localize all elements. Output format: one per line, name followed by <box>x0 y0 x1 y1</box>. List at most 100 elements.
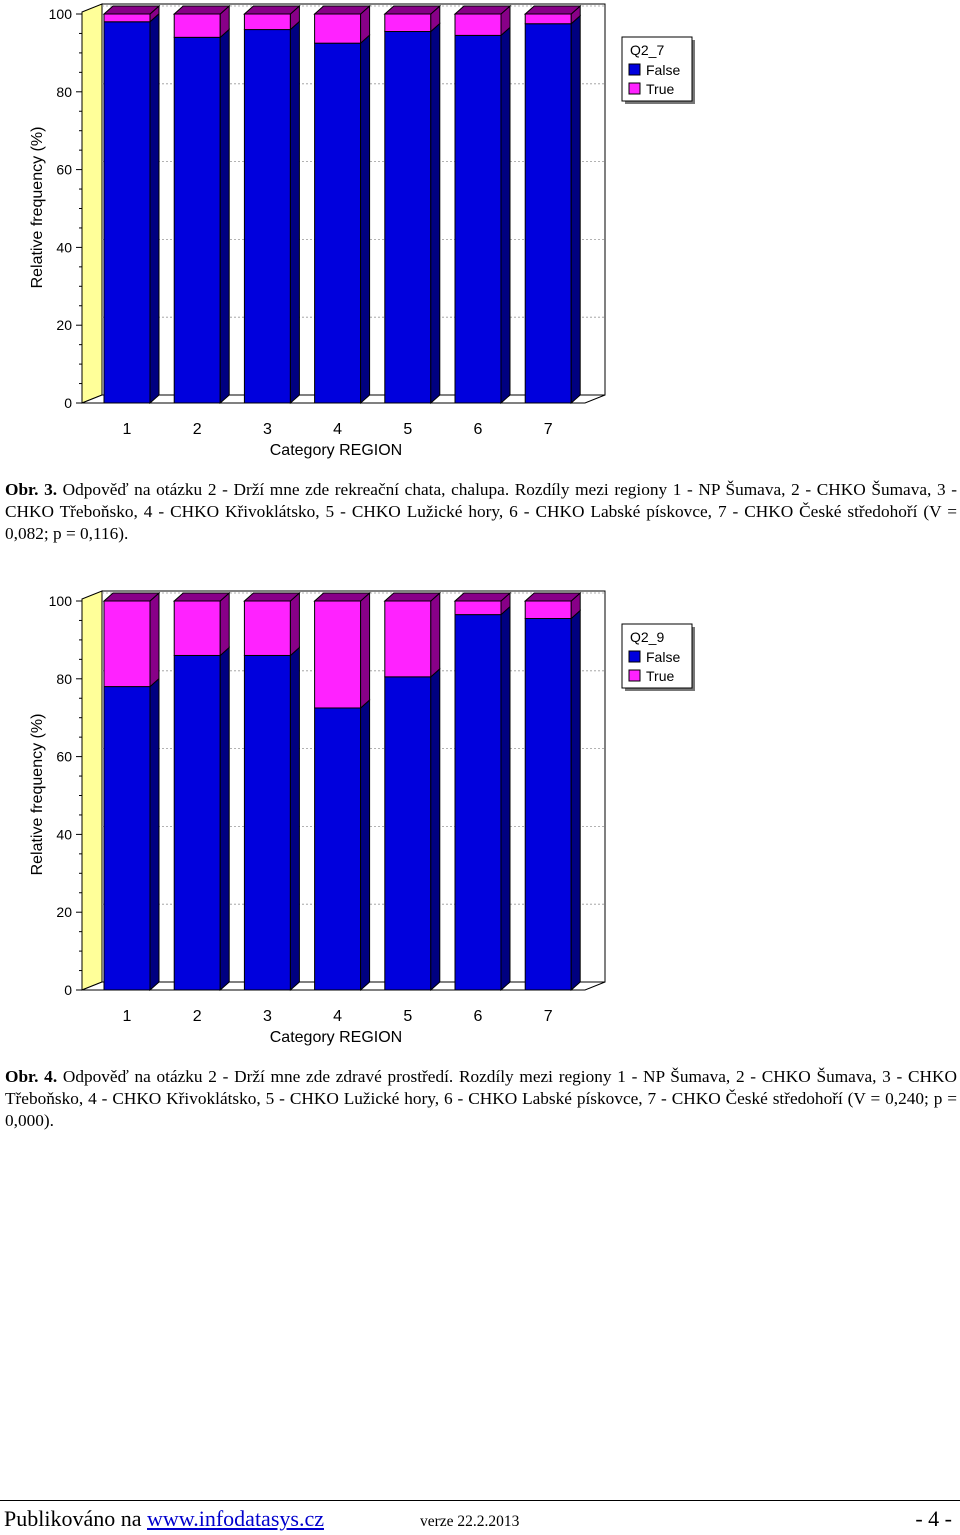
bar-true <box>243 13 291 31</box>
x-axis-title: Category REGION <box>270 1029 402 1046</box>
bar-false <box>173 36 221 404</box>
y-tick-label: 0 <box>64 395 72 411</box>
bar-false <box>243 654 291 991</box>
bar-true <box>314 13 362 44</box>
x-tick-label: 2 <box>193 1008 202 1025</box>
bar-false-side <box>570 609 581 992</box>
bar-top <box>453 592 512 602</box>
bar-false-side <box>430 22 441 405</box>
y-tick-label: 80 <box>56 671 72 687</box>
bar-true <box>314 600 362 709</box>
x-tick-label: 3 <box>263 1008 272 1025</box>
x-tick-label: 5 <box>403 1008 412 1025</box>
y-tick-label: 40 <box>56 239 72 255</box>
bar-false <box>103 686 151 991</box>
figure-label: Obr. 3. <box>5 480 58 499</box>
bar-top <box>172 5 231 15</box>
x-tick-label: 2 <box>193 421 202 438</box>
bar-top <box>523 592 582 602</box>
website-link[interactable]: www.infodatasys.cz <box>147 1506 324 1531</box>
bar-false-side <box>289 646 300 992</box>
bar-false <box>454 34 502 404</box>
x-axis-title: Category REGION <box>270 442 402 459</box>
x-tick-label: 6 <box>474 1008 483 1025</box>
bar-top <box>243 592 301 602</box>
bar-true <box>103 600 151 688</box>
bar-top <box>102 592 161 602</box>
side-wall <box>81 3 103 404</box>
bar-false <box>103 21 151 404</box>
x-tick-label: 3 <box>263 421 272 438</box>
y-tick-label: 60 <box>56 162 72 178</box>
bar-top <box>313 592 371 602</box>
bar-top <box>383 5 442 15</box>
version-label: verze 22.2.2013 <box>420 1513 520 1530</box>
figure-caption-4: Obr. 4. Odpověď na otázku 2 - Drží mne z… <box>5 1066 957 1132</box>
bar-top <box>383 592 442 602</box>
published-prefix: Publikováno na <box>4 1506 147 1531</box>
legend-swatch-true <box>628 669 641 682</box>
bar-false <box>524 618 572 991</box>
y-tick-label: 0 <box>64 982 72 998</box>
page-number: - 4 - <box>915 1506 952 1531</box>
bar-true <box>384 600 432 678</box>
bar-top <box>453 5 512 15</box>
bar-top <box>243 5 301 15</box>
x-tick-label: 4 <box>333 421 342 438</box>
bar-top <box>313 5 371 15</box>
legend-swatch-false <box>628 650 641 663</box>
bar-top <box>172 592 231 602</box>
y-axis-title: Relative frequency (%) <box>29 127 46 289</box>
x-tick-label: 4 <box>333 1008 342 1025</box>
y-tick-label: 80 <box>56 84 72 100</box>
figure-caption-text: Odpověď na otázku 2 - Drží mne zde zdrav… <box>5 1067 957 1130</box>
bar-false <box>314 707 362 991</box>
bar-false-side <box>289 20 300 405</box>
bar-true <box>243 600 291 656</box>
bar-false-side <box>360 34 371 405</box>
x-tick-label: 1 <box>123 1008 132 1025</box>
bar-top <box>523 5 582 15</box>
bar-false <box>524 23 572 404</box>
x-tick-label: 6 <box>474 421 483 438</box>
bar-true <box>173 13 221 38</box>
y-tick-label: 100 <box>49 593 73 609</box>
bar-true <box>384 13 432 33</box>
y-tick-label: 100 <box>49 6 73 22</box>
bar-true <box>524 13 572 25</box>
bar-true-side <box>219 591 230 657</box>
bar-true <box>173 600 221 656</box>
bar-false <box>384 676 432 991</box>
legend-label-false: False <box>646 62 680 78</box>
bar-true-side <box>360 591 371 710</box>
bar-false-side <box>360 698 371 992</box>
bar-false-side <box>500 26 511 405</box>
legend-title: Q2_9 <box>630 629 664 645</box>
y-tick-label: 20 <box>56 904 72 920</box>
bar-true <box>103 13 151 23</box>
bar-false-side <box>149 12 160 405</box>
y-axis-title: Relative frequency (%) <box>29 714 46 876</box>
bar-false-side <box>500 605 511 992</box>
bar-true-side <box>430 591 441 678</box>
x-tick-label: 7 <box>544 1008 553 1025</box>
bar-false <box>314 42 362 404</box>
bar-false <box>454 614 502 991</box>
bar-true-side <box>149 591 160 688</box>
legend-swatch-true <box>628 82 641 95</box>
bar-false <box>173 654 221 991</box>
legend-swatch-false <box>628 63 641 76</box>
y-tick-label: 60 <box>56 749 72 765</box>
bar-false-side <box>219 646 230 992</box>
x-tick-label: 1 <box>123 421 132 438</box>
bar-true <box>454 600 502 616</box>
bar-false-side <box>219 28 230 405</box>
legend-label-true: True <box>646 81 674 97</box>
bar-true <box>454 13 502 36</box>
legend-title: Q2_7 <box>630 42 664 58</box>
side-wall <box>81 590 103 991</box>
x-tick-label: 5 <box>403 421 412 438</box>
published-note: Publikováno na www.infodatasys.cz <box>4 1506 324 1532</box>
y-tick-label: 20 <box>56 317 72 333</box>
figure-caption-text: Odpověď na otázku 2 - Drží mne zde rekre… <box>5 480 957 543</box>
